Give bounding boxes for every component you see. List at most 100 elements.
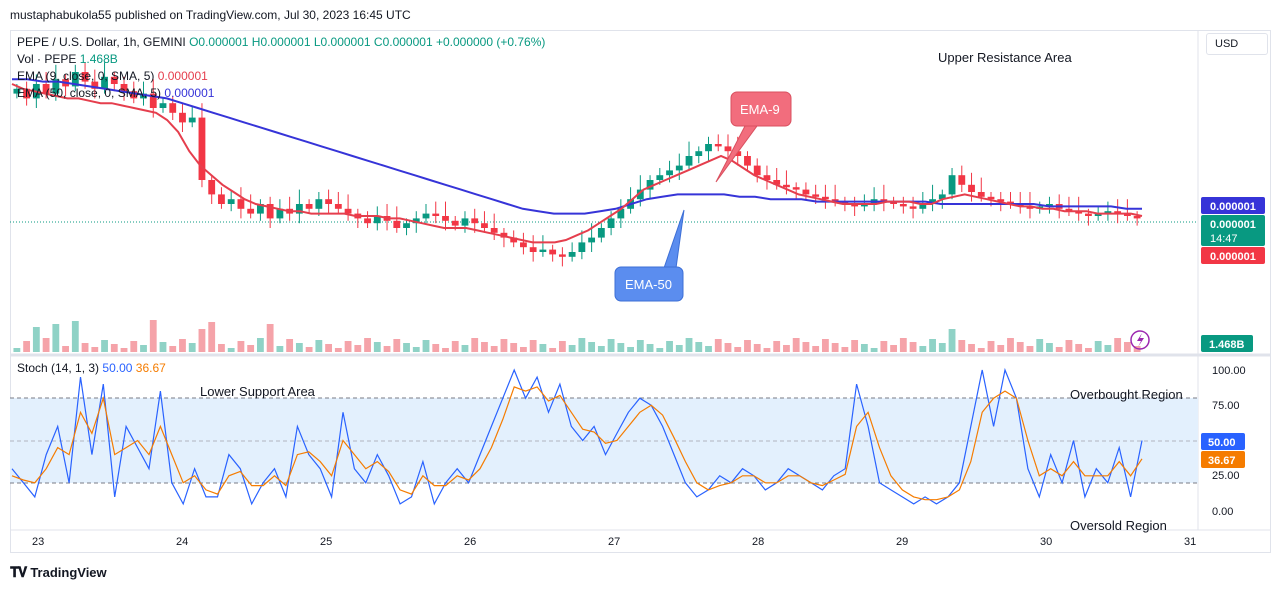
candle-body [705, 144, 712, 152]
volume-bar [266, 324, 274, 352]
volume-bar [81, 343, 89, 352]
candle-body [393, 220, 401, 228]
candle-body [461, 218, 469, 226]
stoch-k-badge [1201, 433, 1245, 450]
candle-body [91, 81, 99, 89]
candle-body [403, 223, 410, 228]
candle-body [636, 189, 644, 200]
candle-body [1114, 211, 1122, 214]
candle-body [159, 103, 167, 108]
volume-bar [110, 344, 118, 352]
candle-body [295, 204, 303, 214]
ema50-value: 0.000001 [164, 86, 215, 100]
volume-bar [198, 329, 206, 352]
volume-bar [549, 348, 557, 352]
volume-bar [987, 341, 995, 352]
tradingview-logo[interactable]: 𝐓𝐕 TradingView [10, 564, 107, 581]
stoch-d-line [11, 386, 1143, 501]
candle-body [325, 199, 333, 204]
candle-body [792, 187, 800, 190]
candle-body [909, 206, 917, 209]
stoch-legend[interactable]: Stoch (14, 1, 3) 50.00 36.67 [17, 361, 166, 375]
candle-body [1104, 211, 1112, 214]
candle-body [276, 208, 284, 219]
symbol-legend[interactable]: PEPE / U.S. Dollar, 1h, GEMINI O0.000001… [17, 35, 545, 49]
volume-bar [695, 342, 703, 352]
volume-bar [344, 341, 352, 352]
tradingview-logo-icon: 𝐓𝐕 [10, 564, 27, 580]
symbol-name: PEPE / U.S. Dollar, 1h, GEMINI [17, 35, 186, 49]
volume-bar [792, 338, 800, 352]
volume-bar [247, 345, 255, 352]
candle-body [899, 204, 907, 207]
candle-body [958, 175, 966, 185]
volume-bar [851, 340, 859, 352]
volume-bar [802, 342, 810, 352]
volume-bar [101, 340, 108, 352]
volume-badge-text: 1.468B [1209, 339, 1245, 351]
ema50-legend[interactable]: EMA (50, close, 0, SMA, 5) 0.000001 [17, 86, 214, 100]
candle-body [130, 91, 138, 99]
volume-bar [130, 341, 138, 352]
stoch-label: Stoch (14, 1, 3) [17, 361, 100, 375]
candle-body [1007, 201, 1014, 204]
volume-bar [831, 343, 839, 352]
candle-body [218, 194, 225, 204]
candle-body [695, 151, 703, 156]
candle-body [442, 216, 449, 221]
volume-legend[interactable]: Vol · PEPE 1.468B [17, 52, 118, 66]
ema50-label: EMA (50, close, 0, SMA, 5) [17, 86, 162, 100]
candle-body [247, 208, 255, 214]
volume-bar [188, 343, 196, 352]
ema50-callout-pointer [663, 209, 685, 269]
candle-body [315, 199, 323, 209]
volume-bar [899, 338, 907, 352]
candle-body [422, 213, 430, 219]
candle-body [490, 228, 498, 233]
currency-button[interactable]: USD [1206, 33, 1268, 55]
volume-bar [646, 344, 654, 352]
candle-body [1065, 208, 1073, 212]
candle-body [744, 156, 751, 166]
x-tick-label: 28 [752, 536, 764, 548]
candle-body [305, 204, 313, 209]
volume-bar [636, 340, 644, 352]
candle-body [451, 220, 459, 226]
volume-bar [140, 345, 147, 352]
volume-bar [422, 340, 430, 352]
volume-bar [451, 341, 459, 352]
volume-bar [42, 338, 50, 352]
ema9-legend[interactable]: EMA (9, close, 0, SMA, 5) 0.000001 [17, 69, 208, 83]
candle-body [510, 237, 518, 243]
volume-bar [870, 348, 878, 352]
volume-bar [734, 347, 742, 352]
volume-bar [880, 341, 888, 352]
volume-bar [763, 348, 771, 352]
volume-bar [276, 346, 284, 352]
volume-bar [607, 339, 615, 352]
candle-body [471, 218, 479, 224]
candle-body [597, 228, 605, 238]
candle-body [646, 180, 654, 190]
ema50-callout-box [614, 266, 684, 302]
volume-bar [539, 344, 547, 352]
stoch-d-badge-text: 36.67 [1208, 455, 1236, 467]
candle-body [588, 237, 596, 243]
volume-bar [1026, 346, 1034, 352]
volume-bar [578, 338, 586, 352]
candle-body [432, 213, 440, 216]
candle-body [198, 117, 206, 180]
volume-bar [1114, 338, 1122, 352]
volume-bar [62, 346, 69, 352]
tradingview-brand: TradingView [30, 565, 107, 580]
volume-bar [325, 344, 333, 352]
volume-bar [315, 340, 323, 352]
volume-bar [685, 338, 693, 352]
volume-bar [568, 345, 576, 352]
candle-body [734, 151, 742, 156]
volume-bar [432, 344, 440, 352]
candle-body [149, 93, 157, 108]
ema50-price-badge [1201, 197, 1265, 214]
ema50-price-badge-text: 0.000001 [1210, 201, 1256, 213]
